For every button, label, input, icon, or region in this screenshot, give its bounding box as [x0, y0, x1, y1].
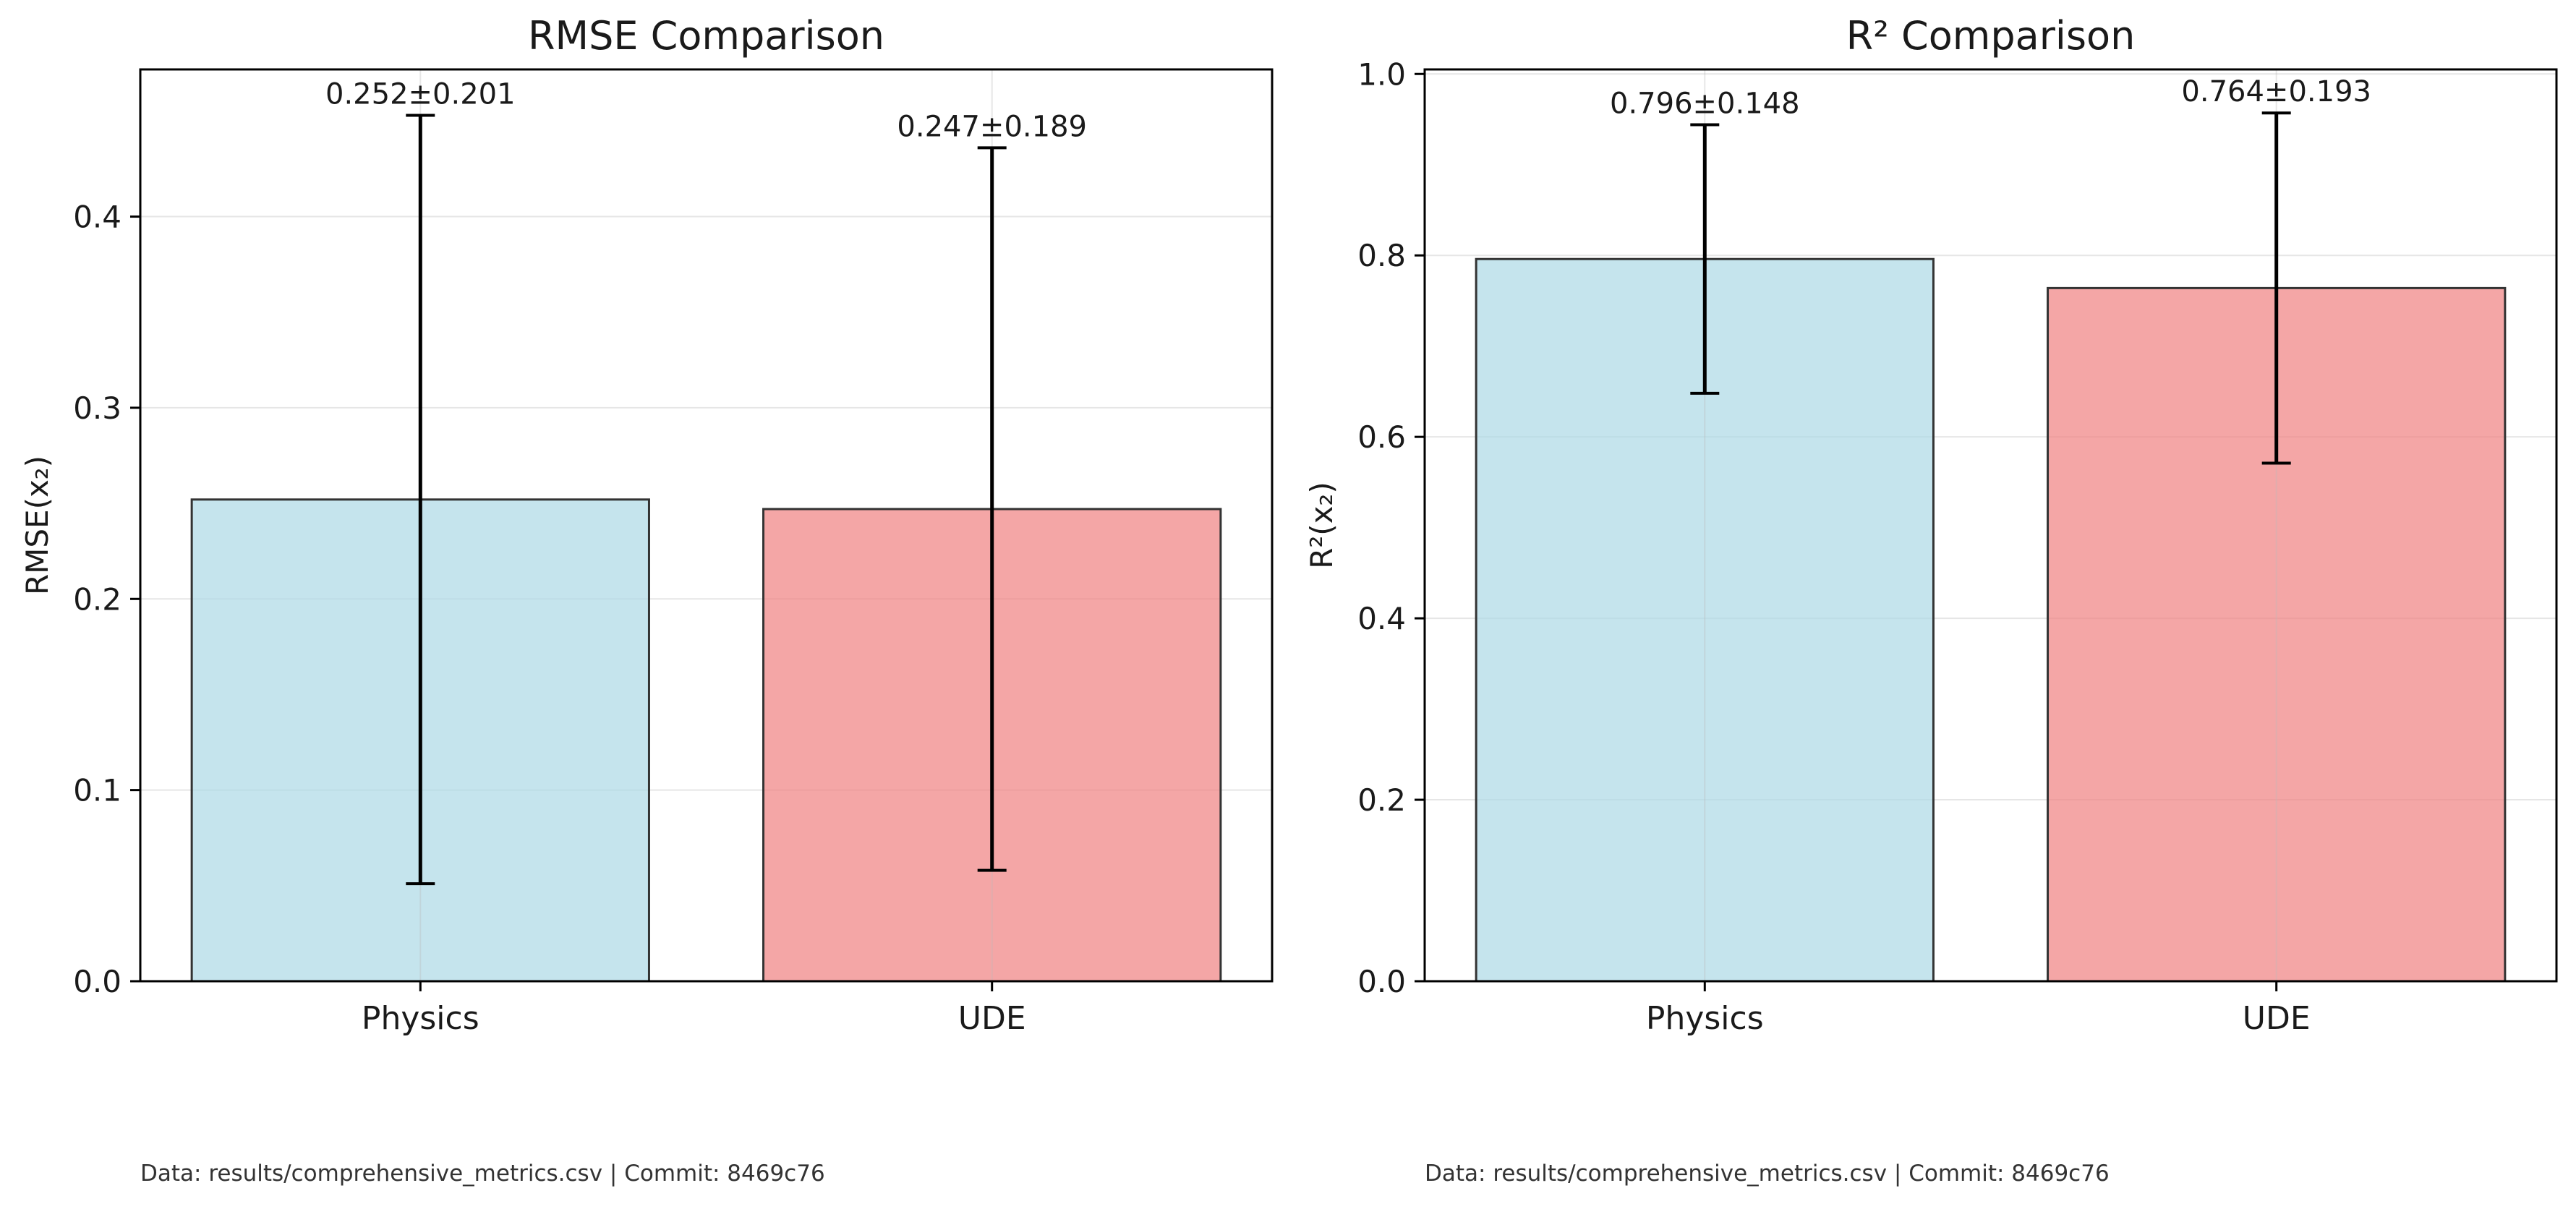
r2-errorbar-physics: [1690, 123, 1720, 395]
r2-errorbar-ude: [2261, 111, 2291, 465]
r2-ytick-label: 0.2: [1357, 782, 1406, 818]
rmse-xtick-label-ude: UDE: [958, 1000, 1026, 1037]
r2-ytick-label: 0.6: [1357, 419, 1406, 455]
r2-ytick-label: 0.8: [1357, 238, 1406, 273]
rmse-ytick-label: 0.4: [73, 200, 121, 235]
r2-axes-frame: [1423, 68, 2558, 983]
rmse-chart-title: RMSE Comparison: [528, 13, 884, 59]
rmse-ytick-label: 0.1: [73, 773, 121, 808]
rmse-ytick-label: 0.3: [73, 390, 121, 426]
rmse-errorbar-ude: [977, 146, 1007, 872]
rmse-ytick-label: 0.0: [73, 964, 121, 999]
rmse-ytick-label: 0.2: [73, 581, 121, 617]
r2-xtick-label-ude: UDE: [2243, 1000, 2311, 1037]
r2-ytick-label: 0.4: [1357, 601, 1406, 636]
r2-y-axis-label: R²(x₂): [1304, 482, 1339, 568]
r2-ytick-label: 0.0: [1357, 964, 1406, 999]
rmse-footer: Data: results/comprehensive_metrics.csv …: [140, 1161, 825, 1187]
rmse-value-label-physics: 0.252±0.201: [325, 77, 516, 111]
rmse-errorbar-physics: [406, 114, 435, 886]
r2-value-label-physics: 0.796±0.148: [1610, 87, 1800, 121]
rmse-value-label-ude: 0.247±0.189: [897, 110, 1087, 143]
r2-xtick-label-physics: Physics: [1646, 1000, 1764, 1037]
rmse-y-axis-label: RMSE(x₂): [20, 456, 55, 595]
r2-chart: 0.796±0.148 0.764±0.193 0.0 0.2 0.4 0.6 0.8 1.0…: [1304, 13, 2558, 1187]
rmse-axes-frame: [139, 68, 1274, 983]
r2-value-label-ude: 0.764±0.193: [2181, 75, 2371, 108]
rmse-xtick-label-physics: Physics: [362, 1000, 479, 1037]
r2-footer: Data: results/comprehensive_metrics.csv …: [1425, 1161, 2110, 1187]
r2-chart-title: R² Comparison: [1846, 13, 2136, 59]
r2-ytick-label: 1.0: [1357, 56, 1406, 92]
rmse-chart: 0.252±0.201 0.247±0.189 0.0 0.1 0.2 0.3 0.4 Phy…: [20, 13, 1274, 1187]
